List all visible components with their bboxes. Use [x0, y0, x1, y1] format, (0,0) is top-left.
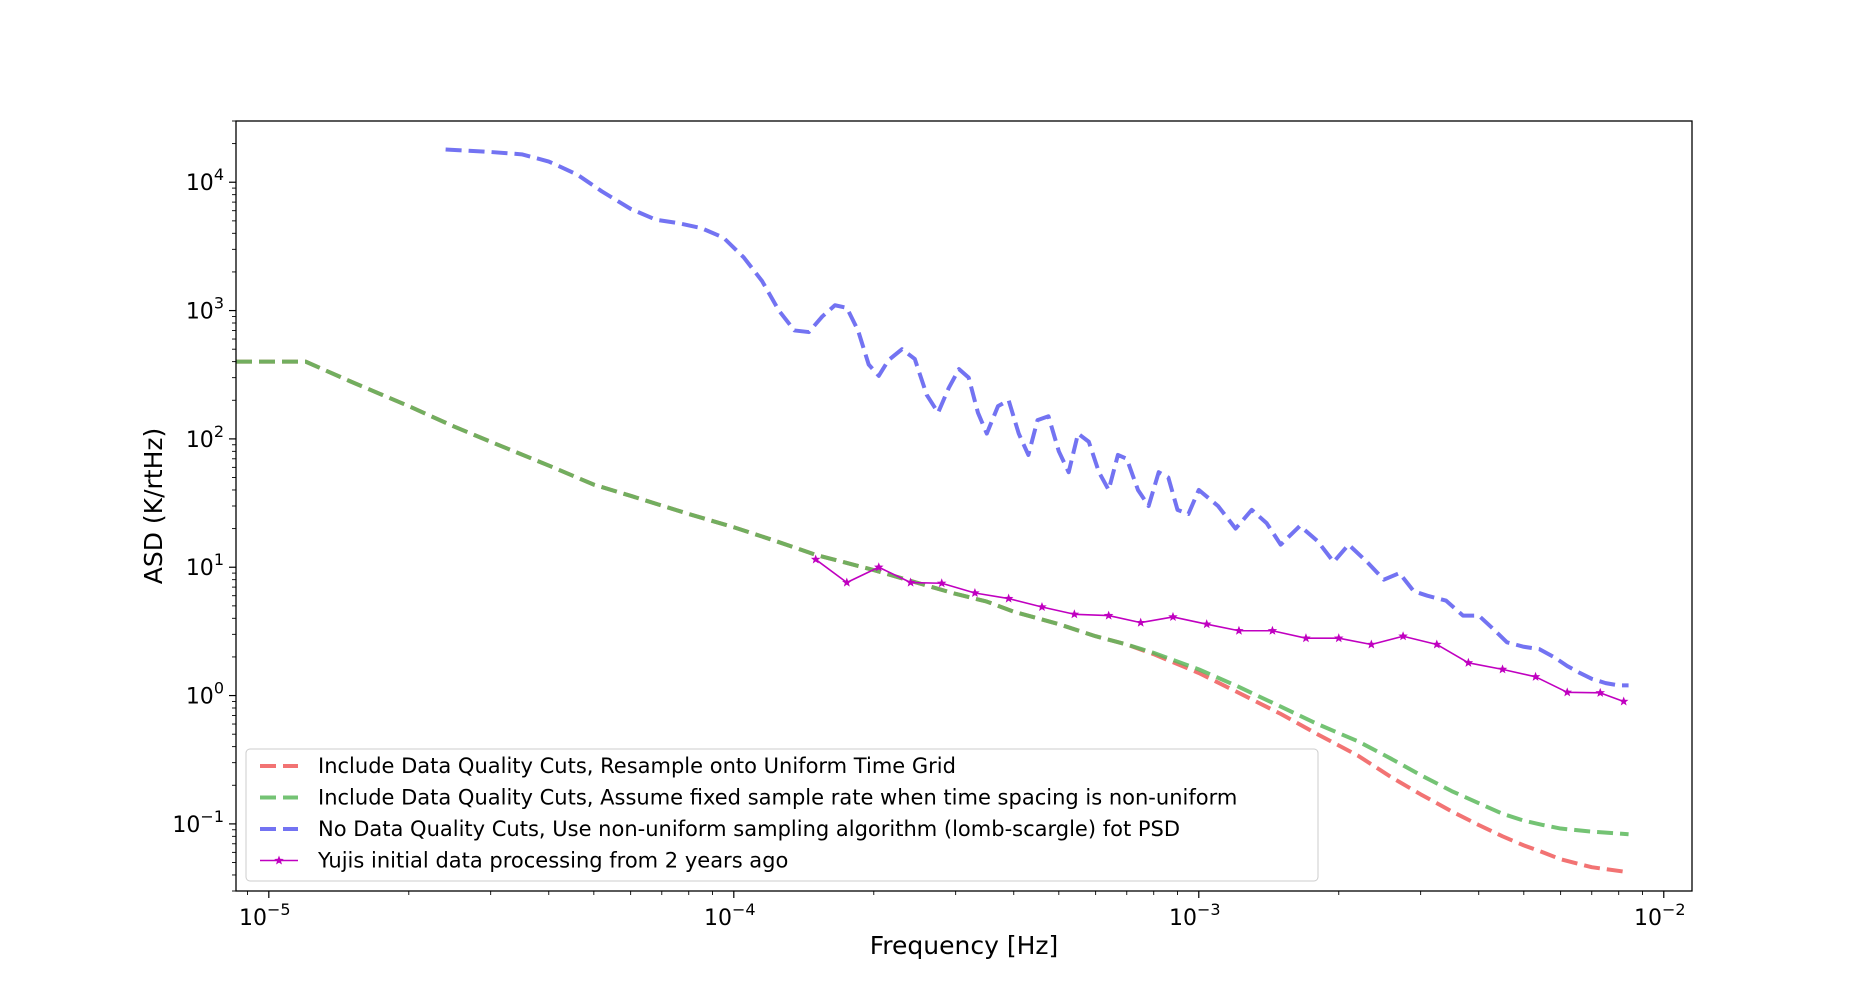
series-4-point — [1530, 671, 1541, 681]
series-line-4 — [815, 558, 1624, 703]
y-axis-title: ASD (K/rtHz) — [139, 428, 168, 585]
series-line-3 — [445, 147, 1629, 688]
series-4-point — [970, 587, 980, 598]
x-tick-label: 10−4 — [704, 900, 756, 931]
y-tick-label: 10−1 — [172, 807, 224, 838]
legend-label-1: Include Data Quality Cuts, Resample onto… — [318, 754, 956, 778]
series-4-point — [1562, 687, 1572, 697]
legend-label-2: Include Data Quality Cuts, Assume fixed … — [318, 786, 1237, 810]
legend-label-3: No Data Quality Cuts, Use non-uniform sa… — [318, 817, 1180, 841]
series-layer — [236, 147, 1629, 875]
series-4-point — [1234, 625, 1244, 635]
series-4-point — [1003, 593, 1014, 603]
series-4-point — [1497, 664, 1508, 674]
y-tick-label: 104 — [186, 165, 224, 196]
series-4-point — [1334, 633, 1344, 643]
y-tick-label: 102 — [186, 422, 224, 453]
series-4-point — [874, 562, 884, 572]
legend: Include Data Quality Cuts, Resample onto… — [245, 748, 1319, 882]
series-4-point — [1267, 625, 1278, 635]
legend-marker — [274, 855, 284, 865]
series-4-point — [1201, 619, 1212, 629]
series-4-point — [1069, 609, 1080, 619]
series-4-point — [1618, 696, 1629, 706]
x-tick-label: 10−5 — [239, 900, 291, 931]
legend-label-4: Yujis initial data processing from 2 yea… — [317, 849, 788, 873]
series-4-point — [936, 578, 947, 588]
y-tick-label: 101 — [186, 550, 224, 581]
series-4-point — [810, 554, 821, 564]
series-4-point — [1463, 657, 1474, 667]
series-4-point — [1301, 633, 1311, 643]
series-line-2 — [236, 359, 1629, 837]
series-4-point — [1398, 631, 1408, 641]
legend-box — [245, 748, 1319, 882]
x-tick-label: 10−3 — [1169, 900, 1221, 931]
series-4-point — [905, 577, 916, 587]
x-axis-title: Frequency [Hz] — [870, 931, 1059, 960]
series-4-point — [842, 577, 852, 587]
series-4-point — [1595, 687, 1605, 697]
series-4-point — [1366, 639, 1377, 649]
x-tick-label: 10−2 — [1634, 900, 1686, 931]
tick-layer: 10−5 10−4 10−3 10−2 10−1 100 101 102 103 104 — [172, 120, 1686, 931]
series-4-point — [1432, 639, 1442, 649]
series-4-point — [1103, 610, 1114, 620]
y-tick-label: 103 — [186, 294, 224, 325]
series-4-point — [1135, 617, 1146, 627]
series-4-point — [1037, 601, 1047, 612]
y-tick-label: 100 — [186, 679, 224, 710]
series-4-point — [1168, 611, 1178, 621]
